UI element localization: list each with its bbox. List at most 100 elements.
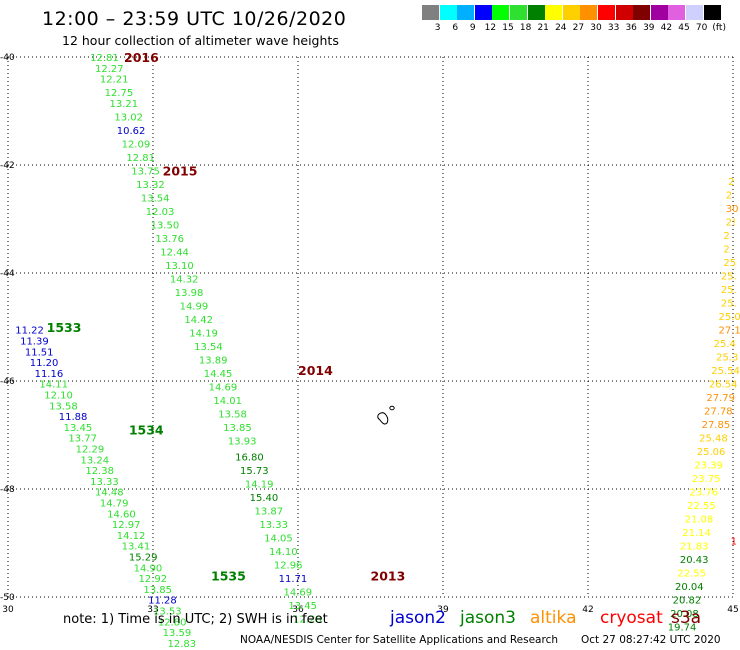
legend-label: 27 (572, 23, 585, 33)
wave-height-value: 14.11 (39, 380, 68, 391)
wave-height-value: 13.58 (218, 409, 247, 420)
wave-height-value: 26.54 (709, 380, 738, 391)
legend-label: 3 (434, 23, 441, 33)
wave-height-value: 25.48 (699, 434, 728, 445)
legend-swatch (439, 5, 457, 20)
x-tick-label: 42 (582, 605, 593, 615)
y-tick-label: -46 (0, 377, 15, 387)
wave-height-value: 13.45 (288, 601, 317, 612)
y-tick-label: -42 (0, 161, 15, 171)
pass-label: 1535 (211, 568, 246, 583)
wave-height-value: 25. (721, 272, 737, 283)
wave-height-value: 14.10 (269, 547, 298, 558)
island-outline (377, 412, 389, 425)
legend-swatch (686, 5, 703, 20)
legend-label: 24 (555, 23, 567, 33)
wave-height-value: 27.1 (719, 326, 740, 337)
wave-height-value: 15.29 (129, 553, 158, 564)
legend-label: 36 (625, 23, 637, 33)
wave-height-value: 14.79 (100, 499, 129, 510)
x-tick-label: 33 (147, 605, 158, 615)
wave-height-value: 13.85 (223, 423, 252, 434)
credit-line: NOAA/NESDIS Center for Satellite Applica… (240, 634, 558, 646)
wave-height-value: 13.54 (141, 193, 170, 204)
legend-label: 9 (469, 23, 476, 33)
wave-height-value: 2 (723, 231, 729, 242)
wave-height-value: 11.88 (59, 412, 88, 423)
wave-height-value: 12.27 (95, 64, 124, 75)
wave-height-value: 11.16 (35, 369, 64, 380)
wave-height-value: 14.69 (284, 588, 313, 599)
wave-height-value: 16.80 (235, 453, 264, 464)
wave-height-value: 13.75 (131, 166, 160, 177)
wave-height-value: 14.42 (184, 315, 213, 326)
satellite-name: altika (530, 608, 577, 628)
legend-label: 39 (643, 23, 655, 33)
wave-height-value: 20.43 (680, 555, 709, 566)
wave-height-value: 14.45 (204, 369, 233, 380)
legend-swatch (598, 5, 615, 20)
wave-height-value: 13.41 (122, 542, 151, 553)
wave-height-value: 23.75 (692, 474, 721, 485)
wave-height-value: 12.83 (168, 639, 197, 650)
wave-height-value: 12.81 (126, 153, 155, 164)
wave-height-value: 25.3 (716, 353, 738, 364)
legend-label: 21 (537, 23, 549, 33)
y-tick-label: -44 (0, 269, 15, 279)
legend-label: 6 (452, 23, 459, 33)
wave-height-value: 13.10 (165, 261, 194, 272)
wave-height-value: 14.19 (189, 328, 218, 339)
generation-timestamp: Oct 27 08:27:42 UTC 2020 (581, 634, 721, 646)
legend-label: (ft) (712, 23, 726, 33)
wave-height-value: 13.93 (228, 436, 257, 447)
wave-height-value: 12.92 (139, 574, 168, 585)
legend-label: 70 (695, 23, 708, 33)
x-tick-label: 45 (727, 605, 738, 615)
wave-height-value: 14.90 (134, 563, 163, 574)
wave-height-value: 11.20 (30, 358, 59, 369)
wave-height-value: 12.96 (274, 561, 303, 572)
x-tick-label: 39 (437, 605, 449, 615)
wave-height-value: 23.76 (690, 488, 719, 499)
wave-height-value: 2 (728, 177, 734, 188)
wave-height-value: 20.04 (675, 582, 704, 593)
wave-height-value: 22.55 (687, 501, 716, 512)
wave-height-value: 14.12 (117, 531, 146, 542)
wave-height-value: 27.85 (702, 420, 731, 431)
wave-height-value: 11.51 (25, 347, 54, 358)
wave-height-value: 13.76 (155, 234, 184, 245)
legend-swatch (668, 5, 686, 20)
wave-height-value: 13.21 (110, 99, 139, 110)
wave-height-value: 21.83 (680, 542, 709, 553)
satellite-name: jason2 (390, 608, 446, 628)
wave-height-value: 13.89 (199, 355, 228, 366)
wave-height-value: 13.50 (151, 220, 180, 231)
wave-height-value: 19.74 (668, 623, 697, 634)
legend-label: 12 (484, 23, 497, 33)
y-tick-label: -40 (0, 53, 15, 63)
legend-swatch (545, 5, 563, 20)
legend-swatch (492, 5, 510, 20)
wave-height-value: 12.10 (44, 391, 73, 402)
legend-label: 30 (590, 23, 602, 33)
wave-height-value: 14.48 (95, 488, 124, 499)
pass-label: 2015 (163, 163, 198, 178)
wave-height-value: 2 (726, 191, 732, 202)
legend-swatch (474, 5, 492, 20)
wave-height-value: 11.39 (20, 337, 49, 348)
satellite-name: s3a (671, 608, 702, 628)
wave-height-value: 25.06 (697, 447, 726, 458)
wave-height-value: 11.71 (279, 574, 308, 585)
wave-height-value: 30 (726, 204, 739, 215)
satellite-name: cryosat (600, 608, 663, 628)
map-subtitle: 12 hour collection of altimeter wave hei… (62, 33, 339, 48)
wave-height-value: 20.08 (670, 609, 699, 620)
wave-height-value: 14.99 (180, 301, 209, 312)
wave-height-value: 14.69 (209, 382, 238, 393)
wave-height-value: 27.79 (706, 393, 735, 404)
wave-height-value: 12.44 (160, 247, 189, 258)
wave-height-value: 25.4 (714, 339, 736, 350)
wave-height-value: 13.53 (153, 607, 182, 618)
wave-height-value: 21.08 (685, 515, 714, 526)
